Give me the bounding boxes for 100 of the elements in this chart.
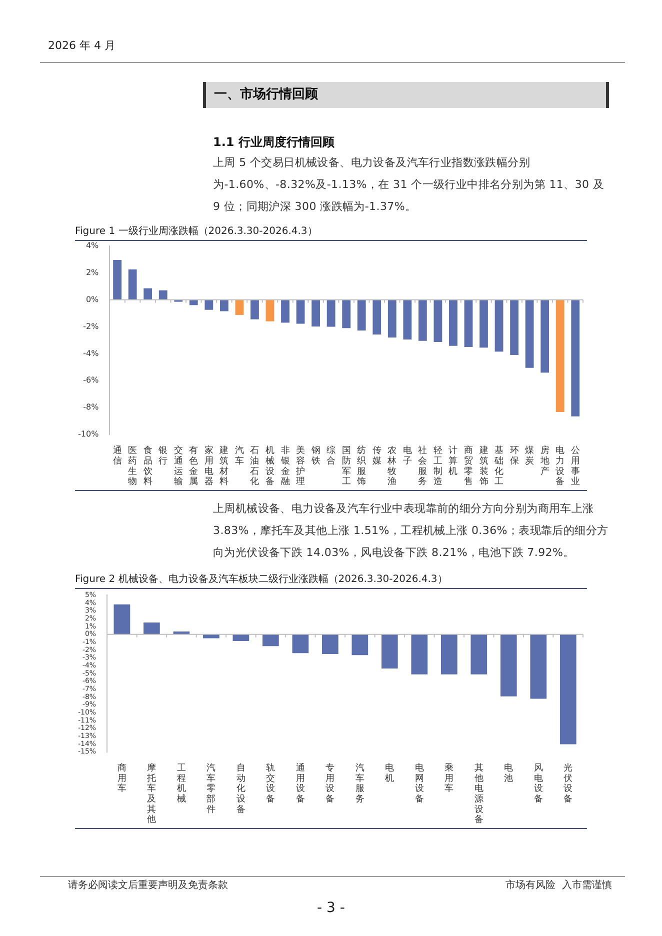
- x-tick-label: 电机: [385, 762, 394, 784]
- bar: [571, 300, 580, 416]
- x-tick-label: 非银金融: [280, 445, 290, 488]
- y-tick-label: 0%: [86, 294, 100, 304]
- x-tick-label: 自动化设备: [236, 762, 246, 815]
- x-tick-label: 汽车: [234, 445, 244, 466]
- x-tick-label: 家用电器: [204, 445, 214, 488]
- bar: [560, 634, 576, 744]
- x-tick-label: 电力设备: [556, 445, 565, 488]
- x-tick-label: 商用车: [117, 762, 126, 794]
- bar: [525, 300, 534, 368]
- bar: [418, 300, 427, 341]
- bar: [158, 290, 168, 300]
- text: 2026 年 4 月: [48, 38, 116, 53]
- x-tick-label: 其他电源设备: [474, 762, 484, 826]
- x-tick-label: 石油石化: [250, 446, 260, 488]
- x-tick-label: 乘用车: [444, 762, 454, 794]
- bar: [449, 300, 458, 346]
- x-tick-label: 通用设备: [296, 762, 305, 804]
- x-tick-label: 商贸零售: [464, 445, 473, 488]
- x-tick-label: 电子: [402, 445, 412, 466]
- x-tick-label: 电池: [504, 762, 514, 784]
- bar: [352, 634, 368, 656]
- x-tick-label: 国防军工: [342, 446, 351, 488]
- bar: [372, 300, 382, 335]
- x-tick-label: 建筑材料: [218, 445, 229, 488]
- bar: [411, 634, 428, 674]
- bar: [114, 604, 130, 634]
- text: 市场有风险 入市需谨慎: [506, 878, 612, 892]
- chart-title: Figure 1 一级行业周涨跌幅（2026.3.30-2026.4.3）: [75, 224, 587, 241]
- x-tick-label: 计算机: [448, 445, 458, 477]
- x-tick-label: 纺织服饰: [356, 445, 366, 488]
- bar: [464, 300, 473, 347]
- text: 1.1 行业周度行情回顾: [213, 134, 334, 151]
- x-tick-label: 钢铁: [310, 445, 320, 466]
- text: 一、市场行情回顾: [203, 82, 609, 108]
- x-tick-label: 轨交设备: [266, 762, 276, 804]
- bar: [388, 300, 396, 338]
- x-tick-label: 风电设备: [534, 762, 543, 804]
- bar: [434, 300, 442, 342]
- bar: [266, 300, 274, 322]
- y-tick-label: -10%: [78, 430, 100, 439]
- y-tick-label: -2%: [83, 322, 100, 331]
- bar: [480, 300, 488, 348]
- bar: [204, 300, 214, 310]
- bar: [470, 634, 488, 674]
- text: 上周 5 个交易日机械设备、电力设备及汽车行业指数涨跌幅分别为-1.60%、-8.32%及-1.13%，在 31 个一级行业中排名分别为第 11、30 及 9 位；同期沪深 300 涨跌幅为-1.37%。: [213, 155, 606, 215]
- x-tick-label: 传媒: [372, 445, 382, 466]
- text: - 3 -: [316, 900, 346, 916]
- x-tick-label: 汽车服务: [355, 762, 364, 804]
- bar: [189, 300, 198, 306]
- x-tick-label: 机械设备: [265, 445, 274, 488]
- bar: [312, 300, 320, 326]
- y-tick-label: 4%: [86, 240, 100, 250]
- x-tick-label: 煤炭: [525, 445, 534, 466]
- bar: [296, 300, 305, 324]
- bar: [128, 269, 137, 300]
- bar: [342, 300, 351, 328]
- x-tick-label: 农林牧渔: [386, 445, 397, 488]
- x-tick-label: 建筑装饰: [478, 445, 488, 488]
- bar: [326, 300, 336, 327]
- bar: [113, 260, 122, 300]
- y-tick-label: -8%: [83, 402, 100, 412]
- bar: [494, 300, 504, 352]
- x-tick-label: 通信: [112, 445, 122, 466]
- bar: [403, 300, 412, 340]
- x-tick-label: 环保: [510, 446, 519, 466]
- x-tick-label: 有色金属: [189, 445, 198, 488]
- text: 上周机械设备、电力设备及汽车行业中表现靠前的细分方向分别为商用车上涨 3.83%，摩托车及其他上涨 1.51%，工程机械上涨 0.36%；表现靠后的细分方向为光伏设备下跌 14.03%，风电设备下跌 8.21%，电池下跌 7.92%。: [213, 501, 610, 561]
- bar: [322, 634, 338, 654]
- bar: [262, 634, 279, 646]
- bar: [292, 634, 309, 654]
- x-tick-label: 综合: [326, 445, 336, 466]
- bar: [440, 634, 458, 674]
- x-tick-label: 电网设备: [414, 762, 424, 804]
- bar: [381, 634, 398, 668]
- x-tick-label: 银行: [158, 445, 168, 466]
- y-tick-label: -4%: [83, 348, 100, 358]
- bar: [220, 300, 228, 312]
- bar: [250, 300, 259, 320]
- y-tick-label: 2%: [86, 268, 100, 277]
- x-tick-label: 光伏设备: [564, 762, 573, 804]
- bar: [530, 634, 547, 699]
- x-tick-label: 基础化工: [494, 445, 504, 488]
- x-tick-label: 轻工制造: [433, 445, 442, 488]
- bar: [203, 634, 220, 638]
- y-tick-label: -6%: [83, 376, 100, 385]
- bar: [281, 300, 290, 323]
- x-tick-label: 医药生物: [128, 445, 138, 488]
- text: 请务必阅读文后重要声明及免责条款: [68, 878, 228, 892]
- x-tick-label: 专用设备: [326, 762, 335, 804]
- x-tick-label: 交通运输: [174, 445, 183, 488]
- x-tick-label: 社会服务: [418, 445, 428, 488]
- bar: [556, 300, 564, 412]
- chart-title: Figure 2 机械设备、电力设备及汽车板块二级行业涨跌幅（2026.3.30-2026.4.3）: [75, 572, 587, 589]
- bar: [357, 300, 366, 330]
- x-tick-label: 公用事业: [570, 445, 580, 488]
- x-tick-label: 房地产: [539, 445, 550, 477]
- bar: [540, 300, 550, 373]
- bar: [510, 300, 518, 356]
